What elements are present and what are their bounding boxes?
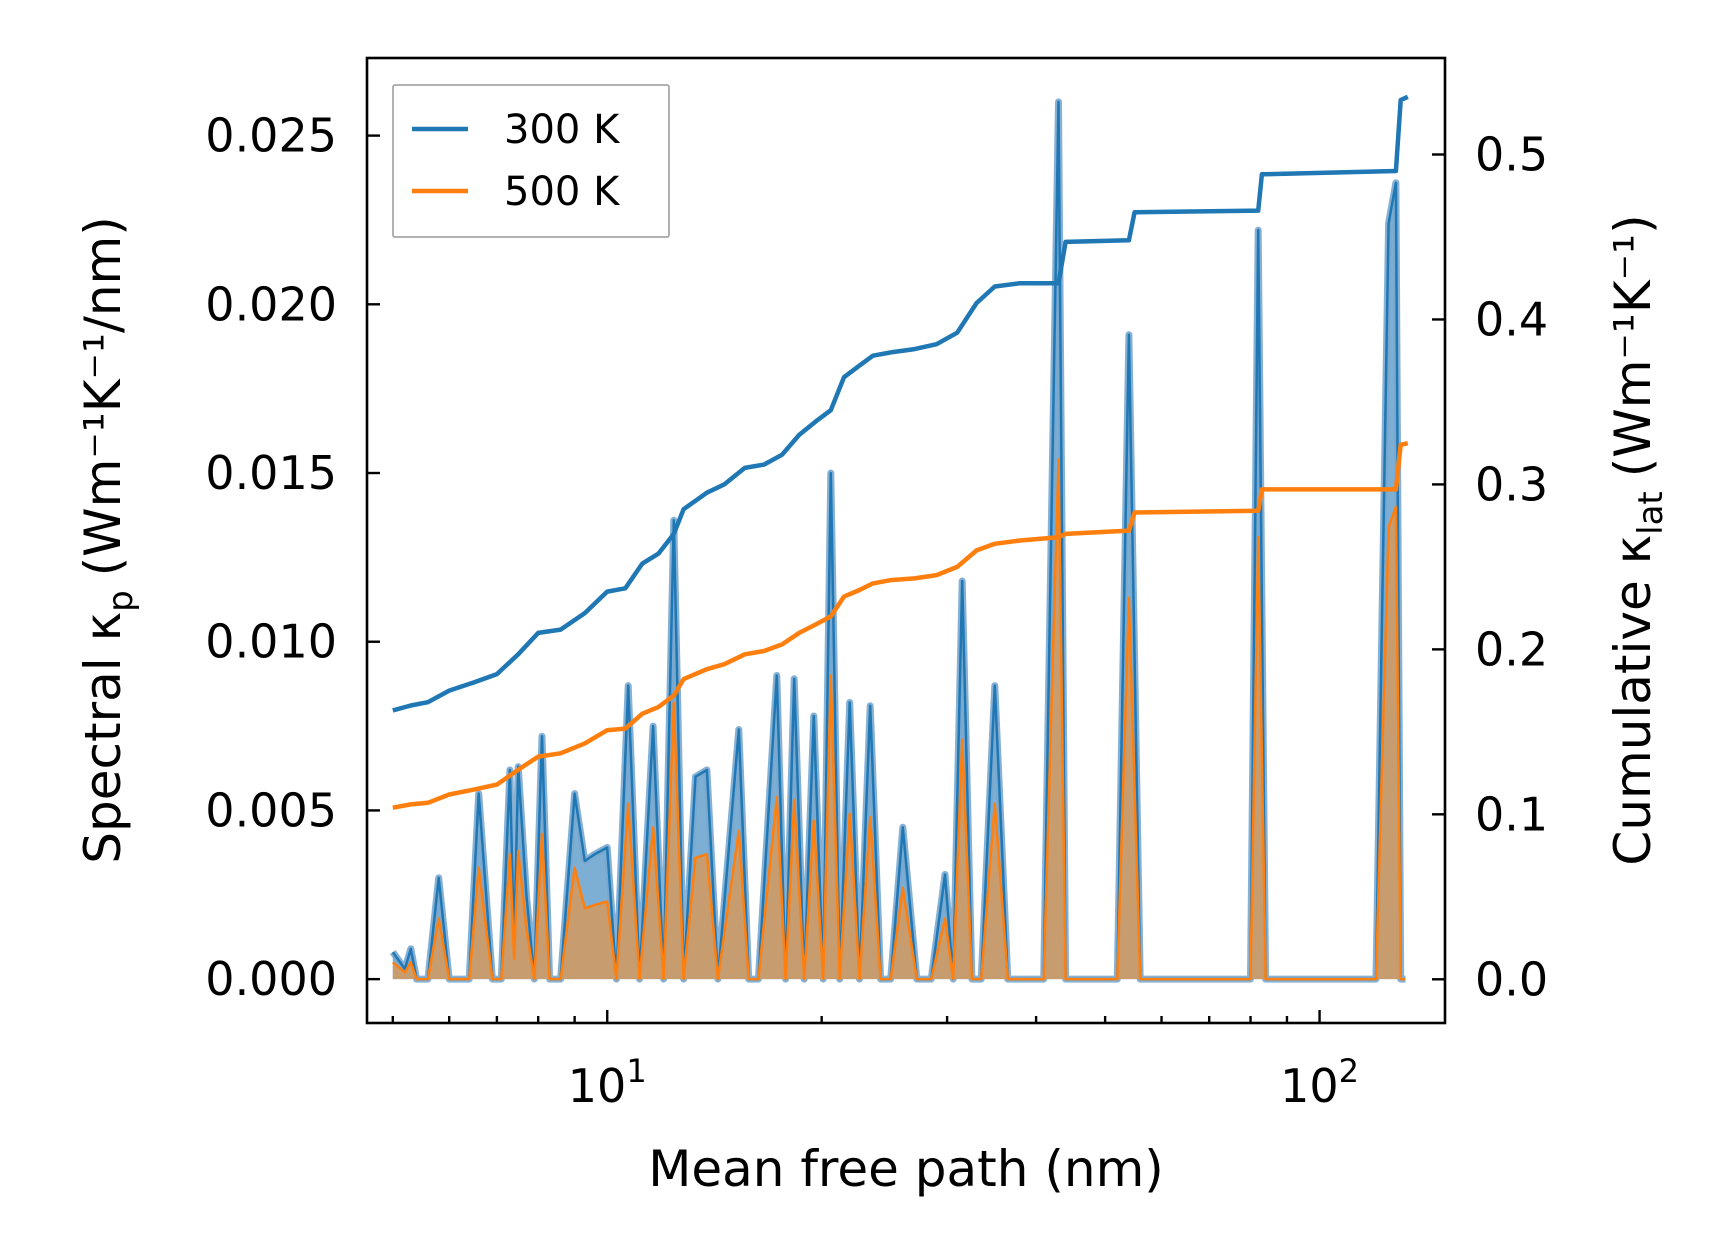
legend-label-300k: 300 K: [504, 107, 621, 153]
y-right-tick-label: 0.5: [1475, 128, 1548, 182]
plot-frame: [365, 56, 1447, 1025]
x-tick-exponent: 2: [1339, 1052, 1359, 1090]
y-right-tick-label: 0.3: [1475, 457, 1548, 511]
y-axis-label-right: Cumulative κlat (Wm⁻¹K⁻¹): [1604, 214, 1671, 865]
y-right-tick-label: 0.0: [1475, 952, 1548, 1006]
y-left-tick-label: 0.020: [205, 277, 337, 331]
y-left-tick-label: 0.025: [205, 109, 337, 163]
cumulative-line-500k: [392, 441, 1409, 810]
spectral-line-500k: [391, 458, 1406, 981]
spectral-fills: [389, 98, 1406, 983]
y-left-tick-label: 0.010: [205, 615, 337, 669]
y-right-label-main: Cumulative κ: [1604, 535, 1662, 866]
y-right-tick-label: 0.1: [1475, 787, 1548, 841]
axis-ticks: [367, 134, 1445, 1023]
y-left-tick-label: 0.005: [205, 783, 337, 837]
y-left-tick-label: 0.015: [205, 446, 337, 500]
tick-labels: 101 1020.0000.0050.0100.0150.0200.0250.00…: [205, 109, 1548, 1113]
legend-box: [392, 84, 670, 238]
y-right-tick-label: 0.2: [1475, 622, 1548, 676]
x-tick-label: 102: [1280, 1052, 1359, 1113]
y-right-label-unit: (Wm⁻¹K⁻¹): [1604, 214, 1662, 477]
x-tick-base: 10: [568, 1059, 627, 1113]
x-axis-label: Mean free path (nm): [648, 1140, 1164, 1198]
cumulative-line-300k: [392, 94, 1409, 713]
series-lines: [392, 94, 1409, 810]
y-left-label-main: Spectral κ: [74, 612, 132, 864]
x-tick-label: 101: [568, 1052, 647, 1113]
y-right-tick-label: 0.4: [1475, 292, 1548, 346]
legend-label-500k: 500 K: [504, 169, 621, 215]
legend: 300 K 500 K: [392, 84, 670, 238]
x-tick-exponent: 1: [626, 1052, 646, 1090]
y-left-label-unit: (Wm⁻¹K⁻¹/nm): [74, 216, 132, 576]
x-tick-base: 10: [1280, 1059, 1339, 1113]
y-right-label-sub: lat: [1631, 491, 1671, 535]
y-left-label-sub: p: [101, 590, 141, 612]
y-axis-label-left: Spectral κp (Wm⁻¹K⁻¹/nm): [74, 216, 141, 863]
y-left-tick-label: 0.000: [205, 952, 337, 1006]
